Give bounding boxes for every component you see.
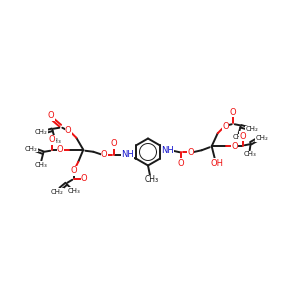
Text: O: O [230, 108, 236, 117]
Text: CH₃: CH₃ [68, 188, 81, 194]
Text: CH₃: CH₃ [243, 151, 256, 157]
Text: NH: NH [121, 150, 134, 159]
Text: CH₂: CH₂ [35, 129, 48, 135]
Text: O: O [57, 145, 64, 154]
Text: O: O [188, 148, 194, 157]
Text: O: O [65, 126, 72, 135]
Text: O: O [48, 111, 55, 120]
Text: CH₃: CH₃ [232, 134, 245, 140]
Text: O: O [71, 166, 78, 175]
Text: O: O [49, 135, 56, 144]
Text: O: O [81, 174, 88, 183]
Text: CH₂: CH₂ [255, 135, 268, 141]
Text: O: O [101, 150, 108, 159]
Text: CH₃: CH₃ [35, 162, 48, 168]
Text: O: O [222, 122, 229, 131]
Text: O: O [239, 132, 246, 141]
Text: CH₂: CH₂ [245, 126, 258, 132]
Text: NH: NH [161, 146, 174, 155]
Text: O: O [231, 142, 238, 151]
Text: O: O [177, 159, 184, 168]
Text: CH₂: CH₂ [25, 146, 38, 152]
Text: CH₃: CH₃ [49, 138, 62, 144]
Text: OH: OH [210, 159, 223, 168]
Text: CH₃: CH₃ [145, 175, 159, 184]
Text: CH₂: CH₂ [51, 189, 64, 195]
Text: O: O [111, 139, 118, 148]
